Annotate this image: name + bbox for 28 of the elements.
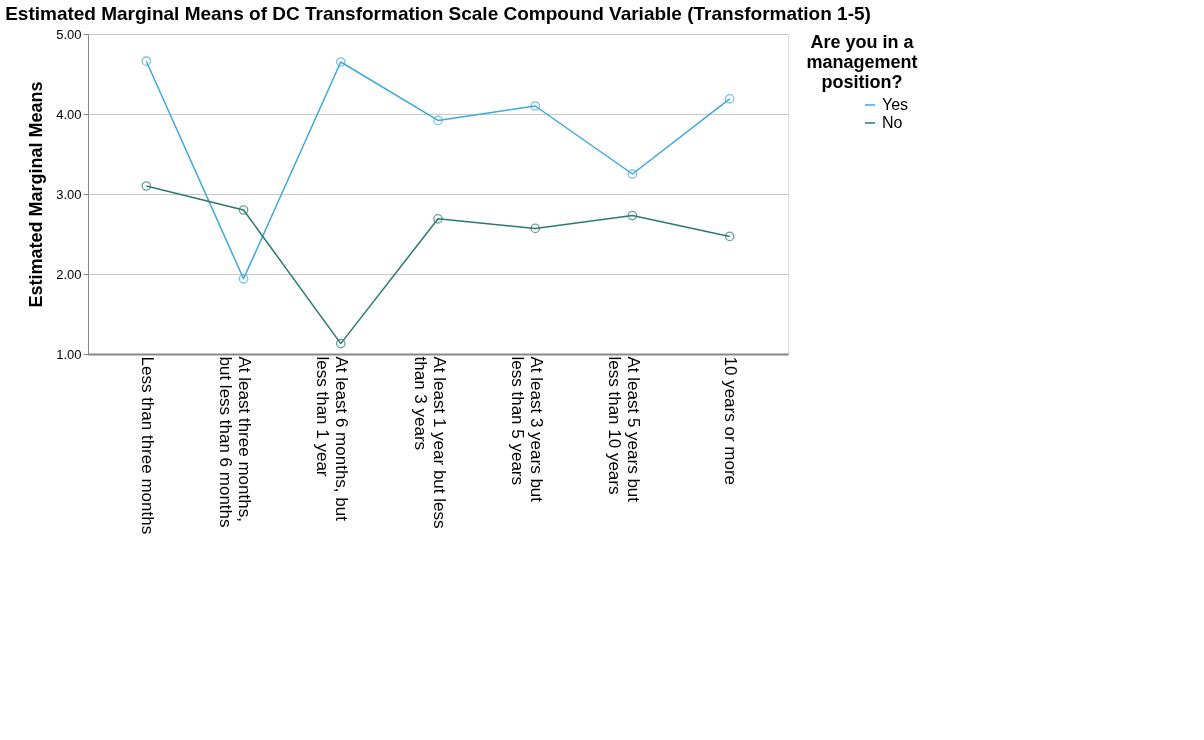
y-tick-label: 2.00: [56, 266, 82, 282]
chart-title: Estimated Marginal Means of DC Transformation Scale Compound Variable (Transformation 1-5): [5, 3, 871, 24]
x-tick-label: At least three months, but less than 6 months: [216, 356, 255, 528]
point: [335, 338, 346, 349]
point: [627, 169, 638, 179]
point: [530, 101, 541, 111]
y-axis-title: Estimated Marginal Means: [26, 81, 47, 308]
point: [238, 205, 249, 215]
y-tick-label: 1.00: [56, 346, 82, 362]
x-tick-label: Less than three months: [137, 356, 157, 535]
point: [141, 56, 152, 67]
y-tick-label: 5.00: [56, 26, 82, 42]
point: [335, 57, 346, 67]
legend-label: Yes: [882, 96, 909, 113]
point: [433, 115, 443, 126]
legend-title: Are you in a management position?: [806, 32, 918, 92]
x-tick-label: At least 1 year but less than 3 years: [410, 356, 449, 529]
point: [530, 223, 541, 234]
point: [627, 210, 638, 221]
legend-label: No: [882, 114, 903, 131]
point: [141, 181, 152, 191]
point: [238, 273, 249, 284]
y-tick-label: 3.00: [56, 186, 82, 202]
point: [724, 231, 735, 242]
point: [433, 213, 443, 224]
point: [724, 93, 735, 104]
x-tick-label: 10 years or more: [721, 356, 741, 485]
y-tick-label: 4.00: [56, 106, 82, 122]
